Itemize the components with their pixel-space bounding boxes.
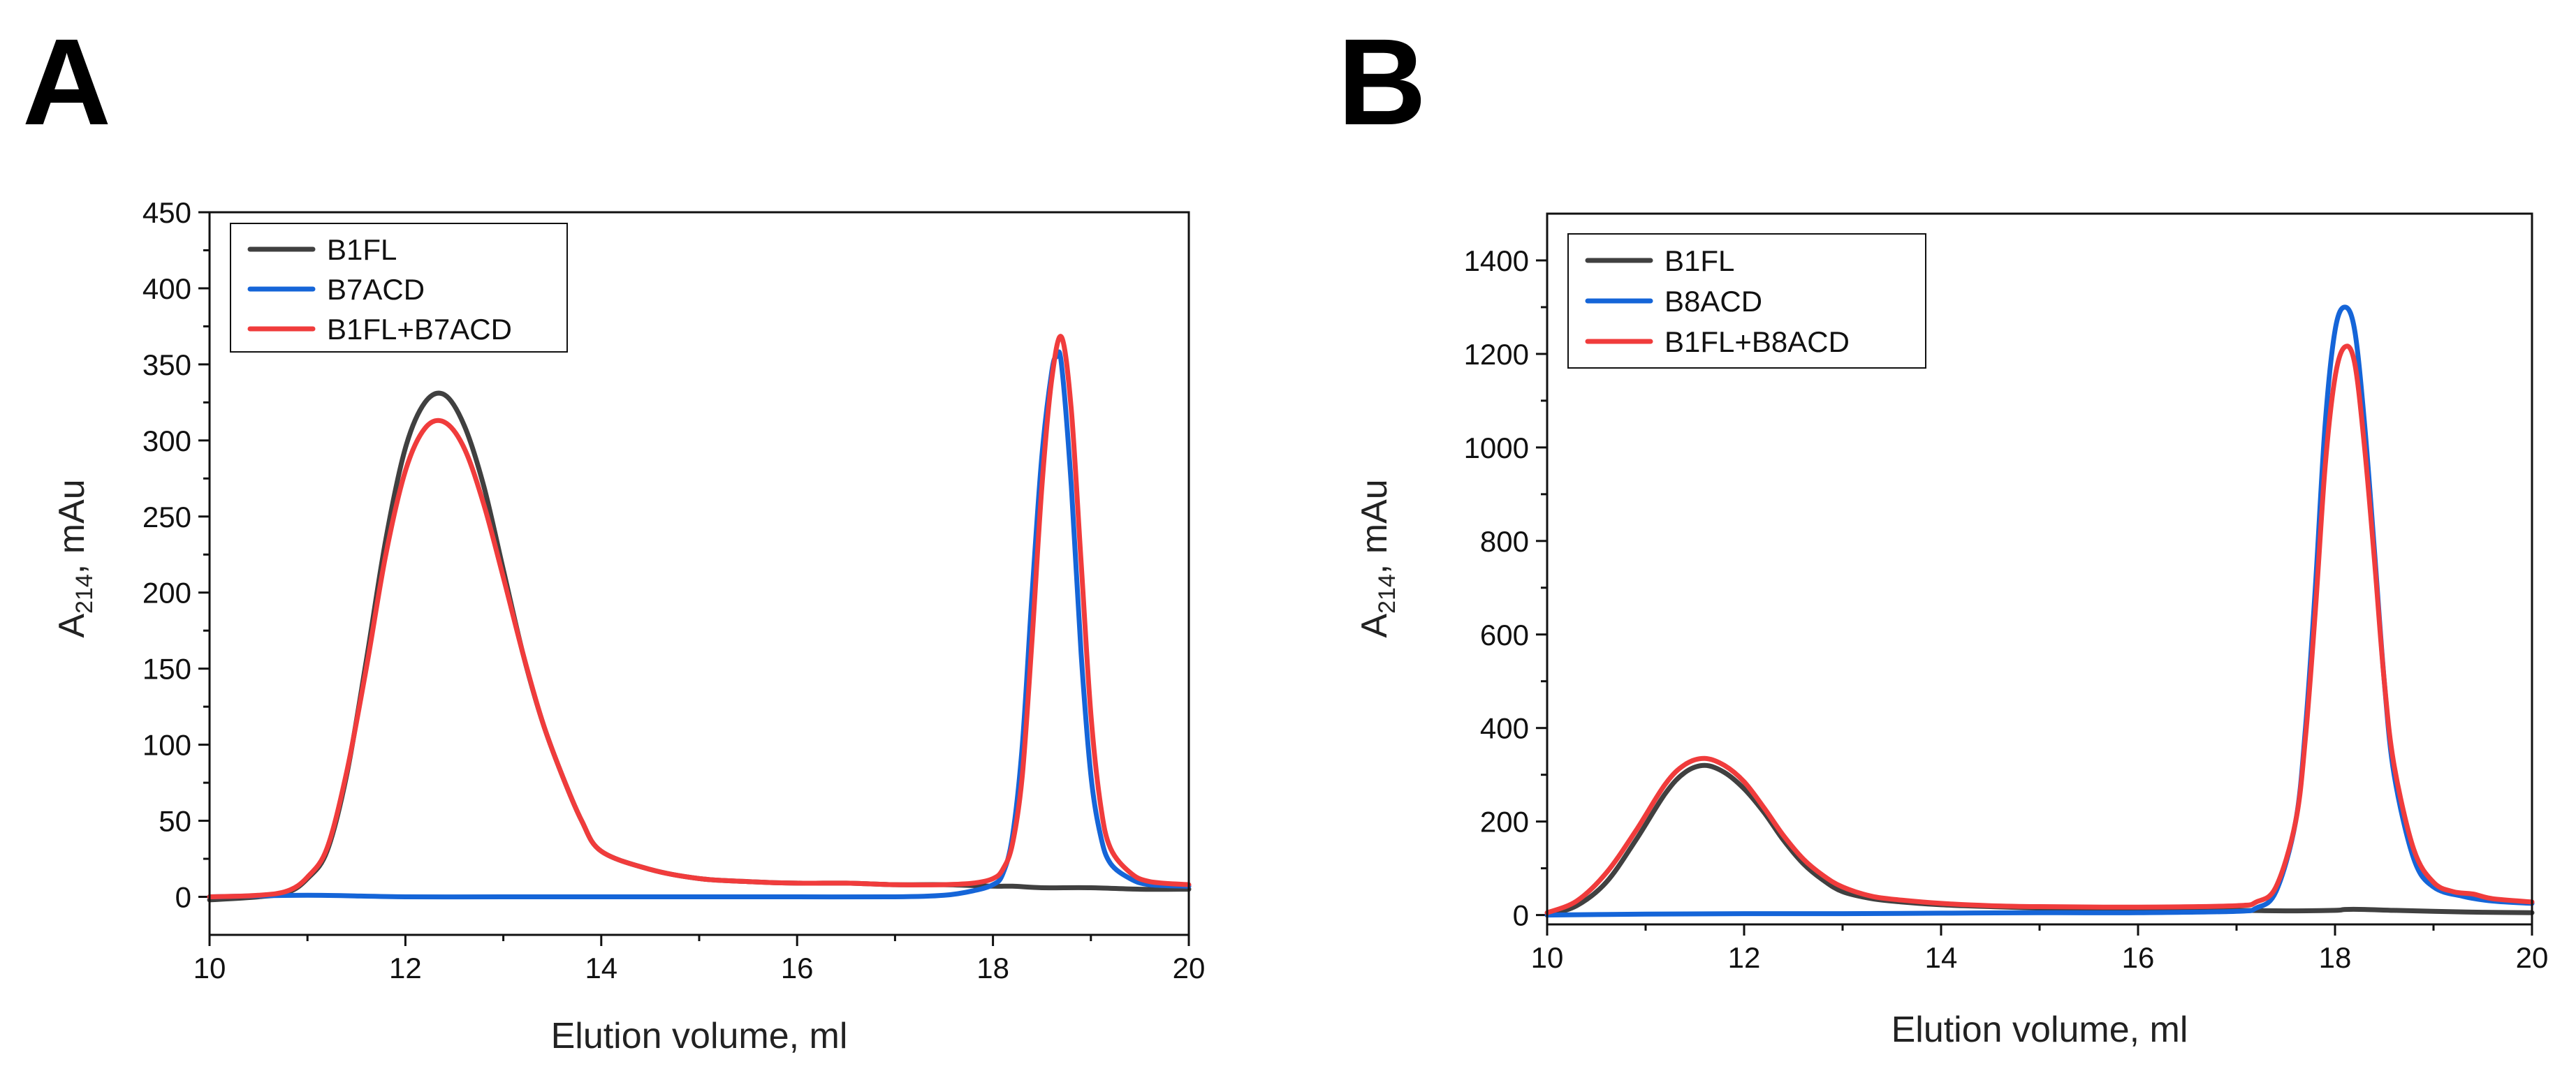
x-axis-label: Elution volume, ml [551,1016,848,1056]
y-tick-label: 150 [142,653,191,686]
x-tick-label: 16 [781,952,814,984]
x-tick-label: 18 [976,952,1009,984]
y-tick-label: 200 [1480,806,1529,839]
y-tick-label: 1400 [1464,244,1529,277]
y-tick-label: 100 [142,729,191,762]
panel-letter-a: A [22,14,111,151]
x-tick-label: 12 [389,952,422,984]
y-tick-label: 0 [1513,899,1529,932]
y-tick-label: 250 [142,501,191,533]
y-tick-label: 800 [1480,525,1529,558]
plot-frame [208,211,1190,936]
legend-label-b1fl-b7acd: B1FL+B7ACD [327,313,512,346]
y-tick-label: 300 [142,424,191,457]
legend-label-b7acd: B7ACD [327,273,425,306]
legend-label-b8acd: B8ACD [1664,285,1762,318]
x-axis-label: Elution volume, ml [1891,1010,2188,1050]
y-tick-label: 400 [1480,712,1529,745]
series-line-b1fl-b8acd [1544,344,2535,915]
y-tick-label: 1200 [1464,338,1529,371]
legend-label-b1fl-b8acd: B1FL+B8ACD [1664,325,1850,358]
chart-panel-a: A 10 12 14 16 18 2005010015020025030035040045… [22,14,1205,1056]
x-tick-label: 14 [1925,941,1958,974]
legend: B1FL B7ACD B1FL+B7ACD [230,223,568,353]
x-tick-label: 20 [1173,952,1206,984]
y-axis-label: A214, mAu [1354,479,1400,637]
series-line-b7acd [207,349,1192,900]
legend-label-b1fl: B1FL [327,233,397,266]
y-axis-label: A214, mAu [52,479,98,637]
y-tick-label: 400 [142,272,191,305]
x-tick-label: 10 [193,952,226,984]
x-tick-label: 14 [585,952,617,984]
y-tick-label: 200 [142,577,191,610]
panel-letter-b: B [1338,14,1426,151]
plot-lines [1544,304,2535,918]
y-tick-label: 0 [175,881,191,914]
x-tick-label: 10 [1531,941,1564,974]
y-tick-label: 1000 [1464,431,1529,464]
legend-label-b1fl: B1FL [1664,244,1734,277]
x-tick-label: 18 [2319,941,2352,974]
series-line-b1fl-b7acd [207,334,1192,899]
y-tick-label: 450 [142,196,191,229]
plot-lines [207,334,1192,903]
x-tick-label: 20 [2516,941,2549,974]
x-tick-label: 12 [1728,941,1761,974]
y-tick-label: 350 [142,348,191,381]
y-tick-label: 600 [1480,619,1529,651]
chart-panel-b: B 10 12 14 16 18 200200400600800100012001400 … [1338,14,2548,1050]
y-tick-label: 50 [159,805,191,838]
legend: B1FL B8ACD B1FL+B8ACD [1567,233,1926,369]
x-tick-label: 16 [2122,941,2155,974]
plot-frame [1546,212,2533,926]
